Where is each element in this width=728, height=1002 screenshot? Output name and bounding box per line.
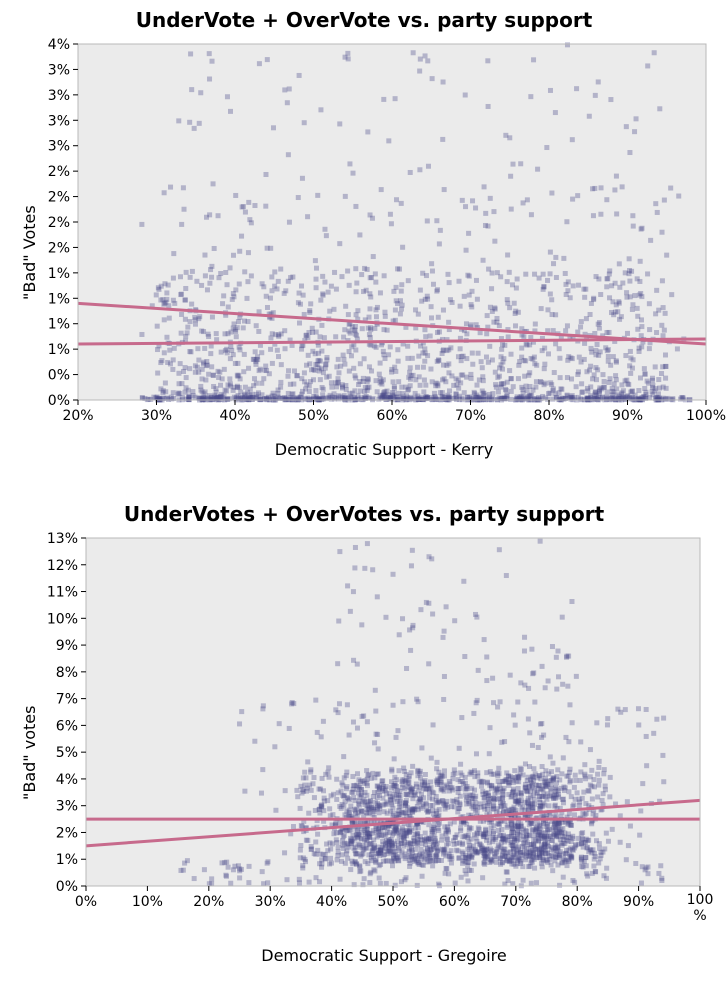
x-tick-label: 100% [686,408,726,424]
chart-kerry: UnderVote + OverVote vs. party support "… [0,0,728,480]
y-tick-label: 8% [56,665,78,681]
chart-gregoire: UnderVotes + OverVotes vs. party support… [0,480,728,1002]
y-tick-label: 2% [48,164,70,180]
y-tick-label: 2% [48,190,70,206]
y-tick-label: 11% [47,585,78,601]
chart-canvas: 0% 10% 20% 30% 40% 50% 60% 70% 80% 90% 100% 0% 1% 2% 3… [0,532,728,932]
x-tick-label: 70% [500,894,531,910]
x-tick-label: 70% [455,408,486,424]
x-tick-label: 40% [219,408,250,424]
y-tick-label: 2% [48,240,70,256]
y-tick-label: 2% [48,215,70,231]
x-tick-label: 90% [623,894,654,910]
y-axis-label: "Bad" votes [20,706,39,800]
y-tick-label: 3% [48,113,70,129]
y-tick-label: 0% [48,393,70,409]
y-tick-label: 7% [56,692,78,708]
y-tick-label: 13% [47,532,78,547]
x-tick-label: 50% [298,408,329,424]
y-tick-label: 3% [48,88,70,104]
x-tick-label: 90% [612,408,643,424]
y-tick-label: 1% [48,317,70,333]
x-tick-label: 40% [316,894,347,910]
y-tick-label: 1% [48,291,70,307]
y-tick-label: 9% [56,638,78,654]
chart-title: UnderVotes + OverVotes vs. party support [0,480,728,532]
y-tick-label: 3% [48,62,70,78]
x-tick-label: 20% [193,894,224,910]
x-tick-label: % [693,908,706,924]
chart-canvas: 20% 30% 40% 50% 60% 70% 80% 90% 100% 0% 0% 1% 1% 1% 1%… [0,38,728,438]
y-tick-label: 4% [56,772,78,788]
x-tick-label: 30% [141,408,172,424]
x-tick-label: 30% [255,894,286,910]
x-tick-label: 60% [439,894,470,910]
y-tick-label: 12% [47,558,78,574]
x-axis-label: Democratic Support - Kerry [40,440,728,459]
x-tick-label: 10% [132,894,163,910]
y-tick-label: 1% [48,342,70,358]
y-tick-label: 10% [47,611,78,627]
y-tick-label: 2% [56,825,78,841]
y-tick-label: 3% [48,139,70,155]
chart-title: UnderVote + OverVote vs. party support [0,0,728,38]
x-tick-label: 80% [562,894,593,910]
y-tick-label: 5% [56,745,78,761]
y-tick-label: 0% [56,879,78,895]
y-tick-label: 4% [48,38,70,53]
y-tick-label: 0% [48,368,70,384]
y-tick-label: 3% [56,799,78,815]
y-tick-label: 6% [56,718,78,734]
x-tick-label: 50% [377,894,408,910]
y-tick-label: 1% [48,266,70,282]
x-tick-label: 20% [62,408,93,424]
x-tick-label: 80% [533,408,564,424]
x-axis-label: Democratic Support - Gregoire [40,946,728,965]
x-tick-label: 100 [687,892,714,908]
y-axis-label: "Bad" Votes [20,205,39,300]
x-tick-label: 0% [75,894,97,910]
y-tick-label: 1% [56,852,78,868]
x-tick-label: 60% [376,408,407,424]
